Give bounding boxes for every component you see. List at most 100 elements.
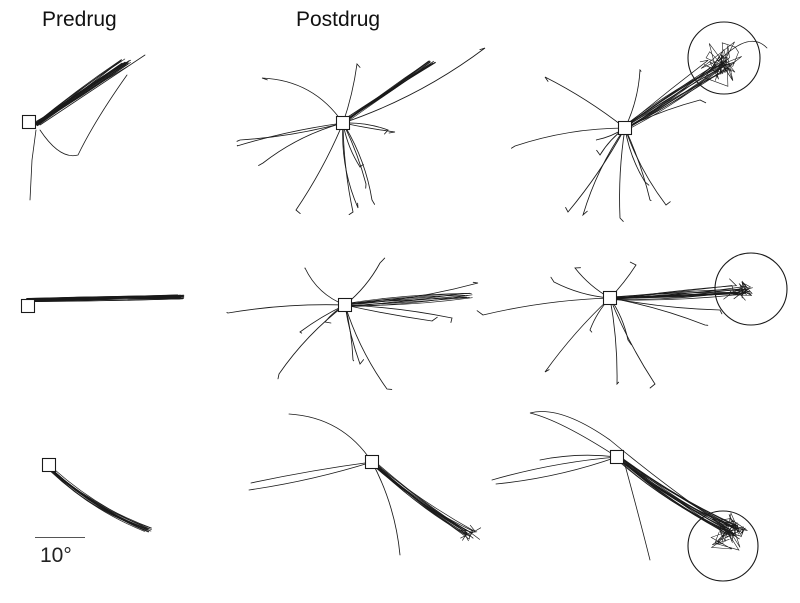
trajectory-trace xyxy=(616,457,739,530)
trajectory-trace xyxy=(342,47,486,124)
trajectory-trace xyxy=(226,304,346,314)
trajectory-trace xyxy=(248,461,373,491)
trajectory-trace xyxy=(29,129,37,201)
panel-row2-postdrug-a xyxy=(226,257,479,390)
trajectory-trace xyxy=(544,76,626,129)
fixation-square xyxy=(337,297,353,313)
trajectory-trace xyxy=(609,297,723,315)
trajectory-trace xyxy=(345,292,464,307)
trajectory-trace xyxy=(609,297,656,389)
trajectory-trace xyxy=(342,294,473,307)
target-window-circle xyxy=(687,21,761,95)
trajectory-trace xyxy=(372,460,468,541)
target-window-circle xyxy=(714,252,788,326)
trajectory-trace xyxy=(624,127,671,206)
trajectory-trace xyxy=(624,127,652,202)
trajectory-trace xyxy=(51,470,152,529)
panel-row1-postdrug-a xyxy=(236,47,486,216)
trajectory-trace xyxy=(288,413,373,463)
trajectory-trace xyxy=(39,54,146,126)
trajectory-trace xyxy=(342,122,359,209)
trajectory-trace xyxy=(544,297,611,373)
fixation-square xyxy=(609,449,625,465)
trajectory-trace xyxy=(623,63,722,127)
postdrug-column-label: Postdrug xyxy=(296,8,381,31)
fixation-square xyxy=(364,454,380,470)
panel-row1-postdrug-b xyxy=(510,21,768,222)
trajectory-trace xyxy=(28,297,184,302)
trajectory-trace xyxy=(342,122,367,189)
trajectory-trace xyxy=(342,122,354,216)
trajectory-trace xyxy=(277,304,346,380)
trajectory-trace xyxy=(236,122,344,147)
trajectory-trace xyxy=(344,292,467,305)
trajectory-trace xyxy=(250,461,373,484)
trajectory-trace xyxy=(261,77,344,124)
trajectory-trace xyxy=(344,304,453,323)
trajectory-trace xyxy=(52,469,149,530)
trajectory-trace xyxy=(624,464,651,561)
trajectory-trace xyxy=(371,462,468,536)
trajectory-trace xyxy=(344,304,438,322)
trajectory-trace xyxy=(623,69,732,128)
panel-row2-predrug xyxy=(20,294,185,314)
trajectory-trace xyxy=(476,297,611,316)
trajectory-trace xyxy=(50,470,148,529)
trajectory-trace xyxy=(495,456,618,485)
trajectory-trace xyxy=(719,40,768,61)
trajectory-trace xyxy=(236,122,344,142)
trajectory-trace xyxy=(608,285,735,298)
trajectory-trace xyxy=(623,59,709,128)
trajectory-trace xyxy=(258,122,344,166)
trajectory-trace xyxy=(624,99,707,129)
fixation-square xyxy=(617,120,633,136)
scale-bar xyxy=(35,537,85,538)
target-window-circle xyxy=(687,510,759,582)
fixation-square xyxy=(20,298,36,314)
trajectory-trace xyxy=(371,461,476,533)
trajectory-trace xyxy=(609,297,709,326)
trajectory-trace xyxy=(625,64,728,128)
scale-bar-label: 10° xyxy=(40,544,72,567)
trajectory-trace xyxy=(373,459,473,534)
trajectory-trace xyxy=(731,280,753,299)
panel-row3-predrug xyxy=(41,457,152,533)
trajectory-trace xyxy=(529,411,731,531)
trajectory-trace xyxy=(619,127,626,222)
trajectory-trace xyxy=(49,469,149,533)
trajectory-trace xyxy=(510,127,626,149)
trajectory-trace xyxy=(295,122,344,215)
fixation-square xyxy=(41,457,57,473)
panel-row2-postdrug-b xyxy=(476,252,788,389)
trajectory-trace xyxy=(565,127,626,213)
trajectory-trace xyxy=(617,455,740,532)
trajectory-trace xyxy=(371,461,401,556)
trajectory-trace xyxy=(39,74,128,157)
trajectory-trace xyxy=(608,288,747,299)
fixation-square xyxy=(602,290,618,306)
trajectory-trace xyxy=(617,457,736,534)
trajectory-trace xyxy=(608,291,734,300)
trajectory-trace xyxy=(539,454,618,461)
trajectory-trace xyxy=(26,295,184,300)
trajectory-trace xyxy=(550,276,611,299)
trajectory-trace xyxy=(615,455,738,527)
predrug-column-label: Predrug xyxy=(42,8,117,31)
trajectory-trace xyxy=(700,41,742,87)
trajectory-trace xyxy=(617,455,744,529)
trajectory-trace xyxy=(342,122,376,205)
trajectory-trace xyxy=(37,64,131,127)
panel-row3-postdrug-b xyxy=(491,411,759,582)
panel-row1-predrug xyxy=(21,54,146,201)
trajectory-trace xyxy=(626,63,735,131)
trajectory-trace xyxy=(26,298,183,302)
trajectory-trace xyxy=(50,471,145,532)
trajectory-trace xyxy=(341,61,431,123)
trajectory-trace xyxy=(342,60,431,125)
trajectory-trace xyxy=(53,468,150,530)
trajectory-trace xyxy=(35,62,129,123)
panel-row3-postdrug-a xyxy=(248,413,482,556)
fixation-square xyxy=(21,114,37,130)
